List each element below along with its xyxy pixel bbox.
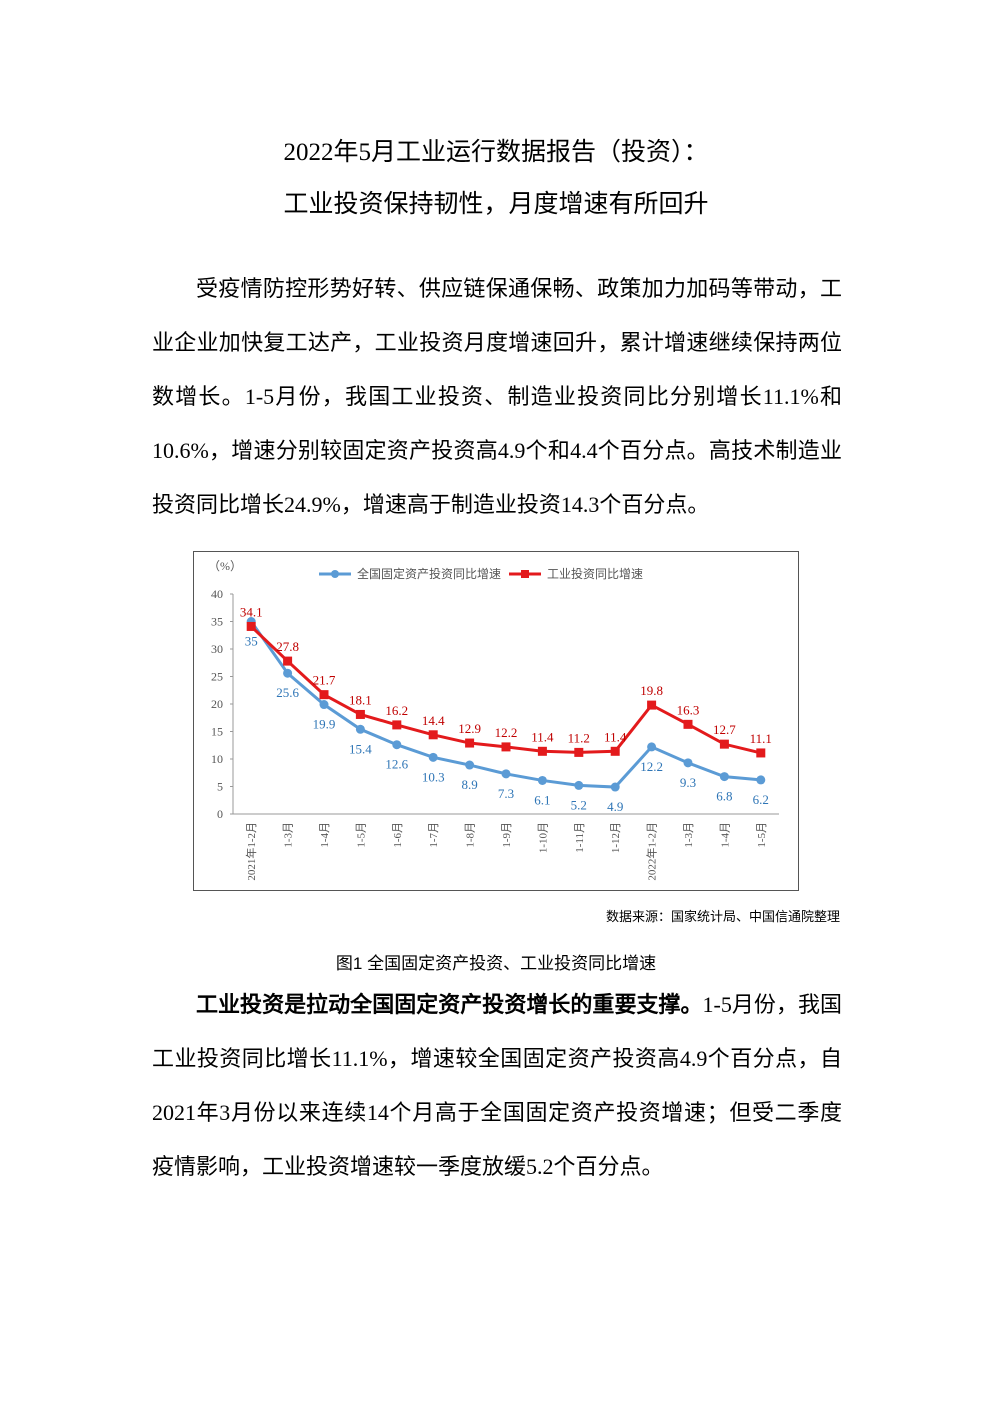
data-label: 11.1 [750, 731, 772, 746]
text: 1-5月份，我国工业投资同比增长11.1%，增速较全国固定资产投资高4.9个百分… [152, 992, 842, 1179]
data-label: 16.3 [677, 702, 700, 717]
data-label: 6.1 [534, 792, 550, 807]
y-tick-label: 35 [211, 615, 223, 629]
data-label: 27.8 [276, 639, 299, 654]
legend-marker [521, 570, 529, 578]
point [610, 782, 620, 792]
x-tick-label: 1-10月 [537, 822, 549, 853]
x-tick-label: 1-3月 [283, 822, 295, 848]
data-label: 12.7 [713, 722, 736, 737]
y-tick-label: 20 [211, 697, 223, 711]
chart: （%） 0 5 10 15 20 25 30 35 40 2021年1-2月 1-3月 1-4月 1-5月… [193, 551, 799, 891]
x-tick-label: 1-9月 [501, 822, 513, 848]
point [465, 760, 475, 770]
point [501, 742, 511, 752]
x-tick-label: 1-11月 [574, 822, 586, 853]
x-tick-label: 1-12月 [610, 822, 622, 853]
point [647, 700, 657, 710]
data-label: 6.8 [716, 789, 732, 804]
point [574, 747, 584, 757]
data-label: 21.7 [313, 673, 336, 688]
title: 2022年5月工业运行数据报告（投资）： [283, 139, 709, 166]
point [246, 621, 256, 631]
point [355, 709, 365, 719]
x-tick-label: 1-5月 [756, 822, 768, 848]
y-tick-label: 10 [211, 752, 223, 766]
data-label: 10.3 [422, 769, 445, 784]
y-tick-label: 30 [211, 642, 223, 656]
x-tick-label: 1-7月 [428, 822, 440, 848]
data-label: 8.9 [461, 777, 477, 792]
legend-marker [331, 570, 339, 578]
data-label: 19.8 [640, 683, 663, 698]
y-tick-label: 25 [211, 670, 223, 684]
data-label: 11.2 [568, 730, 590, 745]
data-label: 12.6 [385, 757, 408, 772]
data-label: 11.4 [604, 729, 627, 744]
legend-label: 工业投资同比增速 [547, 566, 643, 581]
x-tick-label: 1-8月 [465, 822, 477, 848]
x-tick-label: 2021年1-2月 [244, 822, 258, 881]
point [319, 700, 329, 710]
point [355, 724, 365, 734]
point [283, 656, 293, 666]
data-label: 12.9 [458, 721, 481, 736]
point [428, 730, 438, 740]
paragraph: 受疫情防控形势好转、供应链保通保畅、政策加力加码等带动，工业企业加快复工达产，工… [152, 276, 842, 517]
point [283, 668, 293, 678]
legend-label: 全国固定资产投资同比增速 [357, 566, 501, 581]
paragraph: 工业投资是拉动全国固定资产投资增长的重要支撑。1-5月份，我国工业投资同比增长1… [152, 978, 842, 1194]
data-label: 35 [245, 634, 258, 649]
y-axis-label: （%） [208, 559, 242, 573]
point [647, 742, 657, 752]
subtitle: 工业投资保持韧性，月度增速有所回升 [283, 191, 709, 218]
data-label: 12.2 [640, 759, 663, 774]
x-tick-label: 1-3月 [683, 822, 695, 848]
point [465, 738, 475, 748]
data-label: 14.4 [422, 713, 445, 728]
y-tick-label: 15 [211, 725, 223, 739]
data-label: 19.9 [313, 717, 336, 732]
caption: 图1 全国固定资产投资、工业投资同比增速 [335, 954, 657, 973]
data-label: 6.2 [753, 792, 769, 807]
data-label: 15.4 [349, 741, 372, 756]
data-label: 11.4 [531, 729, 554, 744]
point [501, 769, 511, 779]
y-tick-label: 0 [217, 807, 223, 821]
point [392, 740, 402, 750]
point [719, 772, 729, 782]
bold-text: 工业投资是拉动全国固定资产投资增长的重要支撑。 [196, 992, 703, 1017]
data-label: 7.3 [498, 786, 514, 801]
x-tick-label: 1-4月 [719, 822, 731, 848]
data-label: 18.1 [349, 692, 372, 707]
point [683, 719, 693, 729]
data-label: 16.2 [385, 703, 408, 718]
y-tick-label: 40 [211, 587, 223, 601]
point [683, 758, 693, 768]
point [428, 752, 438, 762]
data-label: 12.2 [495, 725, 518, 740]
data-label: 34.1 [240, 604, 263, 619]
point [756, 775, 766, 785]
source: 数据来源：国家统计局、中国信通院整理 [605, 909, 840, 924]
x-tick-label: 1-6月 [392, 822, 404, 848]
point [610, 746, 620, 756]
point [756, 748, 766, 758]
x-tick-label: 1-5月 [355, 822, 367, 848]
point [319, 690, 329, 700]
x-tick-label: 2022年1-2月 [645, 822, 659, 881]
data-label: 4.9 [607, 799, 623, 814]
data-label: 9.3 [680, 775, 696, 790]
y-tick-label: 5 [217, 780, 223, 794]
data-label: 5.2 [571, 797, 587, 812]
point [392, 720, 402, 730]
point [537, 746, 547, 756]
data-label: 25.6 [276, 685, 299, 700]
x-tick-label: 1-4月 [319, 822, 331, 848]
point [719, 739, 729, 749]
point [537, 775, 547, 785]
point [574, 780, 584, 790]
